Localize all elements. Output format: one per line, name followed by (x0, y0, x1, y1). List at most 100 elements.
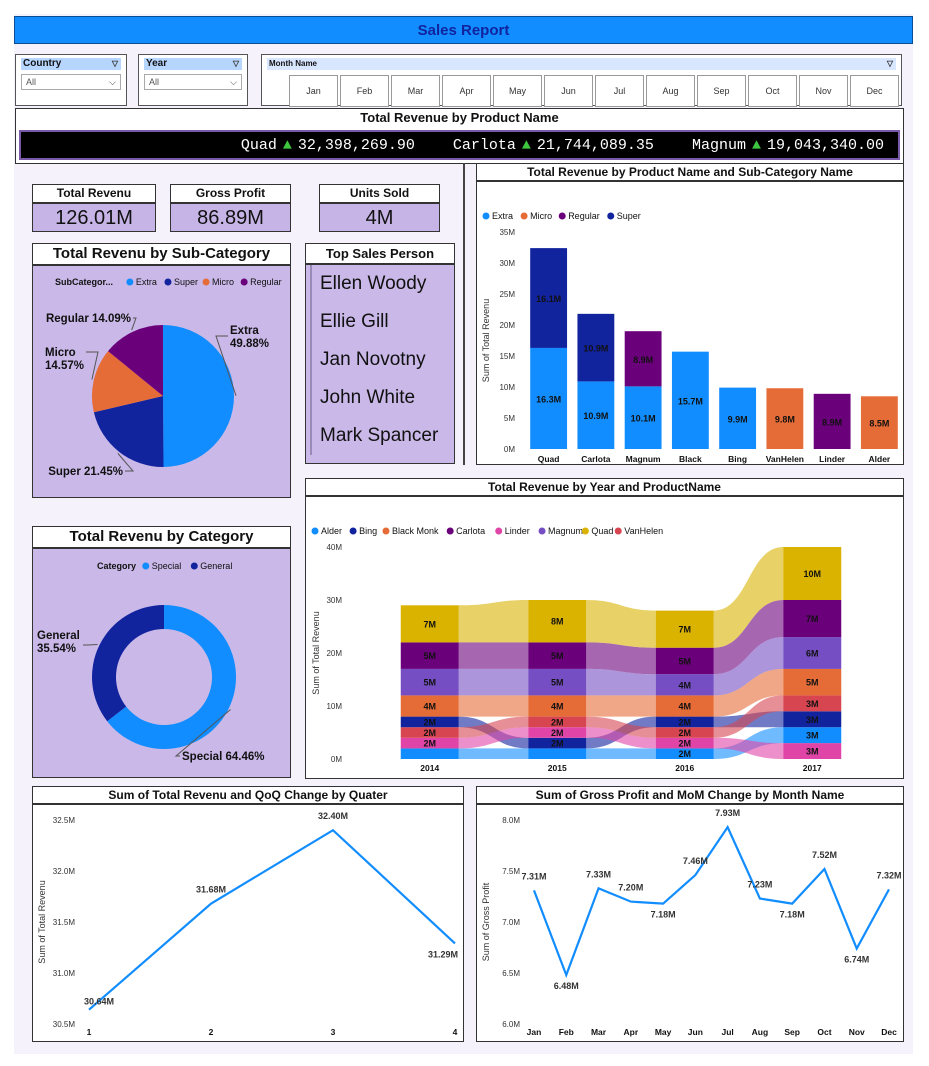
bar-segment[interactable] (783, 637, 842, 669)
bar-data-label: 4M (551, 702, 564, 712)
bar-segment[interactable] (860, 396, 898, 449)
bar-segment[interactable] (655, 647, 714, 675)
bar-segment[interactable] (624, 331, 662, 387)
bar-segment[interactable] (577, 381, 615, 449)
bar-segment[interactable] (400, 642, 459, 669)
pie-slice-regular[interactable] (108, 325, 163, 396)
bar-segment[interactable] (783, 711, 842, 728)
bar-segment[interactable] (400, 748, 459, 759)
legend-dot (190, 562, 198, 570)
y-tick-label: 7.0M (502, 918, 520, 927)
y-tick-label: 25M (499, 290, 515, 299)
kpi-total-revenu: Total Revenu 126.01M (32, 184, 156, 232)
bar-segment[interactable] (400, 727, 459, 738)
qoq-panel: Sum of Total Revenu and QoQ Change by Qu… (32, 786, 464, 1042)
country-slicer[interactable]: Country ▽ All ⌵ (15, 54, 127, 106)
bar-segment[interactable] (528, 727, 587, 738)
line-series[interactable] (532, 824, 890, 979)
bar-segment[interactable] (530, 248, 568, 348)
bar-segment[interactable] (783, 727, 842, 744)
bar-data-label: 3M (806, 747, 819, 757)
bar-segment[interactable] (671, 351, 709, 449)
sales-person-item: Ellie Gill (310, 303, 454, 341)
bar-segment[interactable] (783, 695, 842, 712)
bar-segment[interactable] (655, 727, 714, 738)
pie-slice-special[interactable] (107, 605, 236, 749)
month-button-apr[interactable]: Apr (442, 75, 491, 107)
bar-data-label: 10.9M (583, 344, 608, 354)
y-tick-label: 10M (326, 702, 342, 711)
bar-segment[interactable] (400, 737, 459, 749)
month-button-jun[interactable]: Jun (544, 75, 593, 107)
bar-segment[interactable] (655, 674, 714, 696)
bar-segment[interactable] (655, 748, 714, 759)
y-tick-label: 6.5M (502, 969, 520, 978)
month-button-feb[interactable]: Feb (340, 75, 389, 107)
bar-segment[interactable] (528, 737, 587, 749)
pie-slice-micro[interactable] (92, 351, 163, 413)
bar-segment[interactable] (577, 313, 615, 382)
line-series[interactable] (88, 828, 456, 1011)
month-button-may[interactable]: May (493, 75, 542, 107)
bar-data-label: 7M (678, 625, 691, 635)
legend-item: Super (617, 211, 641, 221)
month-button-sep[interactable]: Sep (697, 75, 746, 107)
year-slicer[interactable]: Year ▽ All ⌵ (138, 54, 248, 106)
bar-segment[interactable] (783, 668, 842, 696)
month-button-jan[interactable]: Jan (289, 75, 338, 107)
month-button-dec[interactable]: Dec (850, 75, 899, 107)
kpi-gross-profit: Gross Profit 86.89M (170, 184, 291, 232)
pie-label: Extra (230, 325, 259, 337)
bar-data-label: 2M (678, 717, 691, 727)
y-tick-label: 35M (499, 228, 515, 237)
bar-data-label: 2M (678, 728, 691, 738)
sales-person-item: Ellen Woody (310, 265, 454, 303)
bar-segment[interactable] (783, 743, 842, 759)
bar-segment[interactable] (783, 600, 842, 638)
ticker-name: Carlota (452, 136, 516, 154)
year-dropdown[interactable]: All ⌵ (144, 74, 242, 90)
bar-data-label: 8.9M (633, 355, 653, 365)
bar-segment[interactable] (655, 695, 714, 717)
bar-segment[interactable] (813, 393, 851, 449)
subcat-pie-title: Total Revenu by Sub-Category (52, 245, 271, 262)
month-button-aug[interactable]: Aug (646, 75, 695, 107)
leader-line (131, 317, 137, 331)
bar-segment[interactable] (528, 668, 587, 696)
report-title: Sales Report (14, 16, 913, 44)
bar-segment[interactable] (528, 695, 587, 717)
bar-segment[interactable] (624, 386, 662, 449)
bar-segment[interactable] (400, 605, 459, 643)
bar-segment[interactable] (400, 668, 459, 696)
month-button-jul[interactable]: Jul (595, 75, 644, 107)
bar-segment[interactable] (719, 387, 757, 449)
country-dropdown[interactable]: All ⌵ (21, 74, 121, 90)
month-slicer[interactable]: Month Name ▽ Jan Feb Mar Apr May Jun Jul Aug Sep O… (261, 54, 902, 107)
bar-segment[interactable] (766, 388, 804, 449)
bar-segment[interactable] (528, 642, 587, 669)
month-button-oct[interactable]: Oct (748, 75, 797, 107)
bar-segment[interactable] (530, 347, 568, 449)
month-button-mar[interactable]: Mar (391, 75, 440, 107)
legend-item: Bing (359, 526, 377, 536)
bar-segment[interactable] (528, 748, 587, 759)
bar-segment[interactable] (655, 610, 714, 648)
month-button-nov[interactable]: Nov (799, 75, 848, 107)
pie-slice-super[interactable] (93, 396, 164, 467)
top-sales-header: Top Sales Person (305, 243, 455, 264)
sales-person-item: Mark Spancer (310, 417, 454, 455)
country-slicer-header: Country ▽ (21, 58, 121, 70)
bar-segment[interactable] (783, 547, 842, 600)
bar-data-label: 16.3M (536, 394, 561, 404)
ribbon-linder (458, 727, 529, 749)
pie-slice-general[interactable] (91, 605, 164, 722)
bar-segment[interactable] (528, 716, 587, 728)
bar-segment[interactable] (528, 600, 587, 643)
bar-segment[interactable] (655, 737, 714, 749)
bar-segment[interactable] (400, 695, 459, 717)
bar-data-label: 9.9M (728, 414, 748, 424)
pie-slice-extra[interactable] (163, 325, 234, 467)
bar-segment[interactable] (655, 716, 714, 728)
bar-data-label: 2M (423, 717, 436, 727)
bar-segment[interactable] (400, 716, 459, 728)
